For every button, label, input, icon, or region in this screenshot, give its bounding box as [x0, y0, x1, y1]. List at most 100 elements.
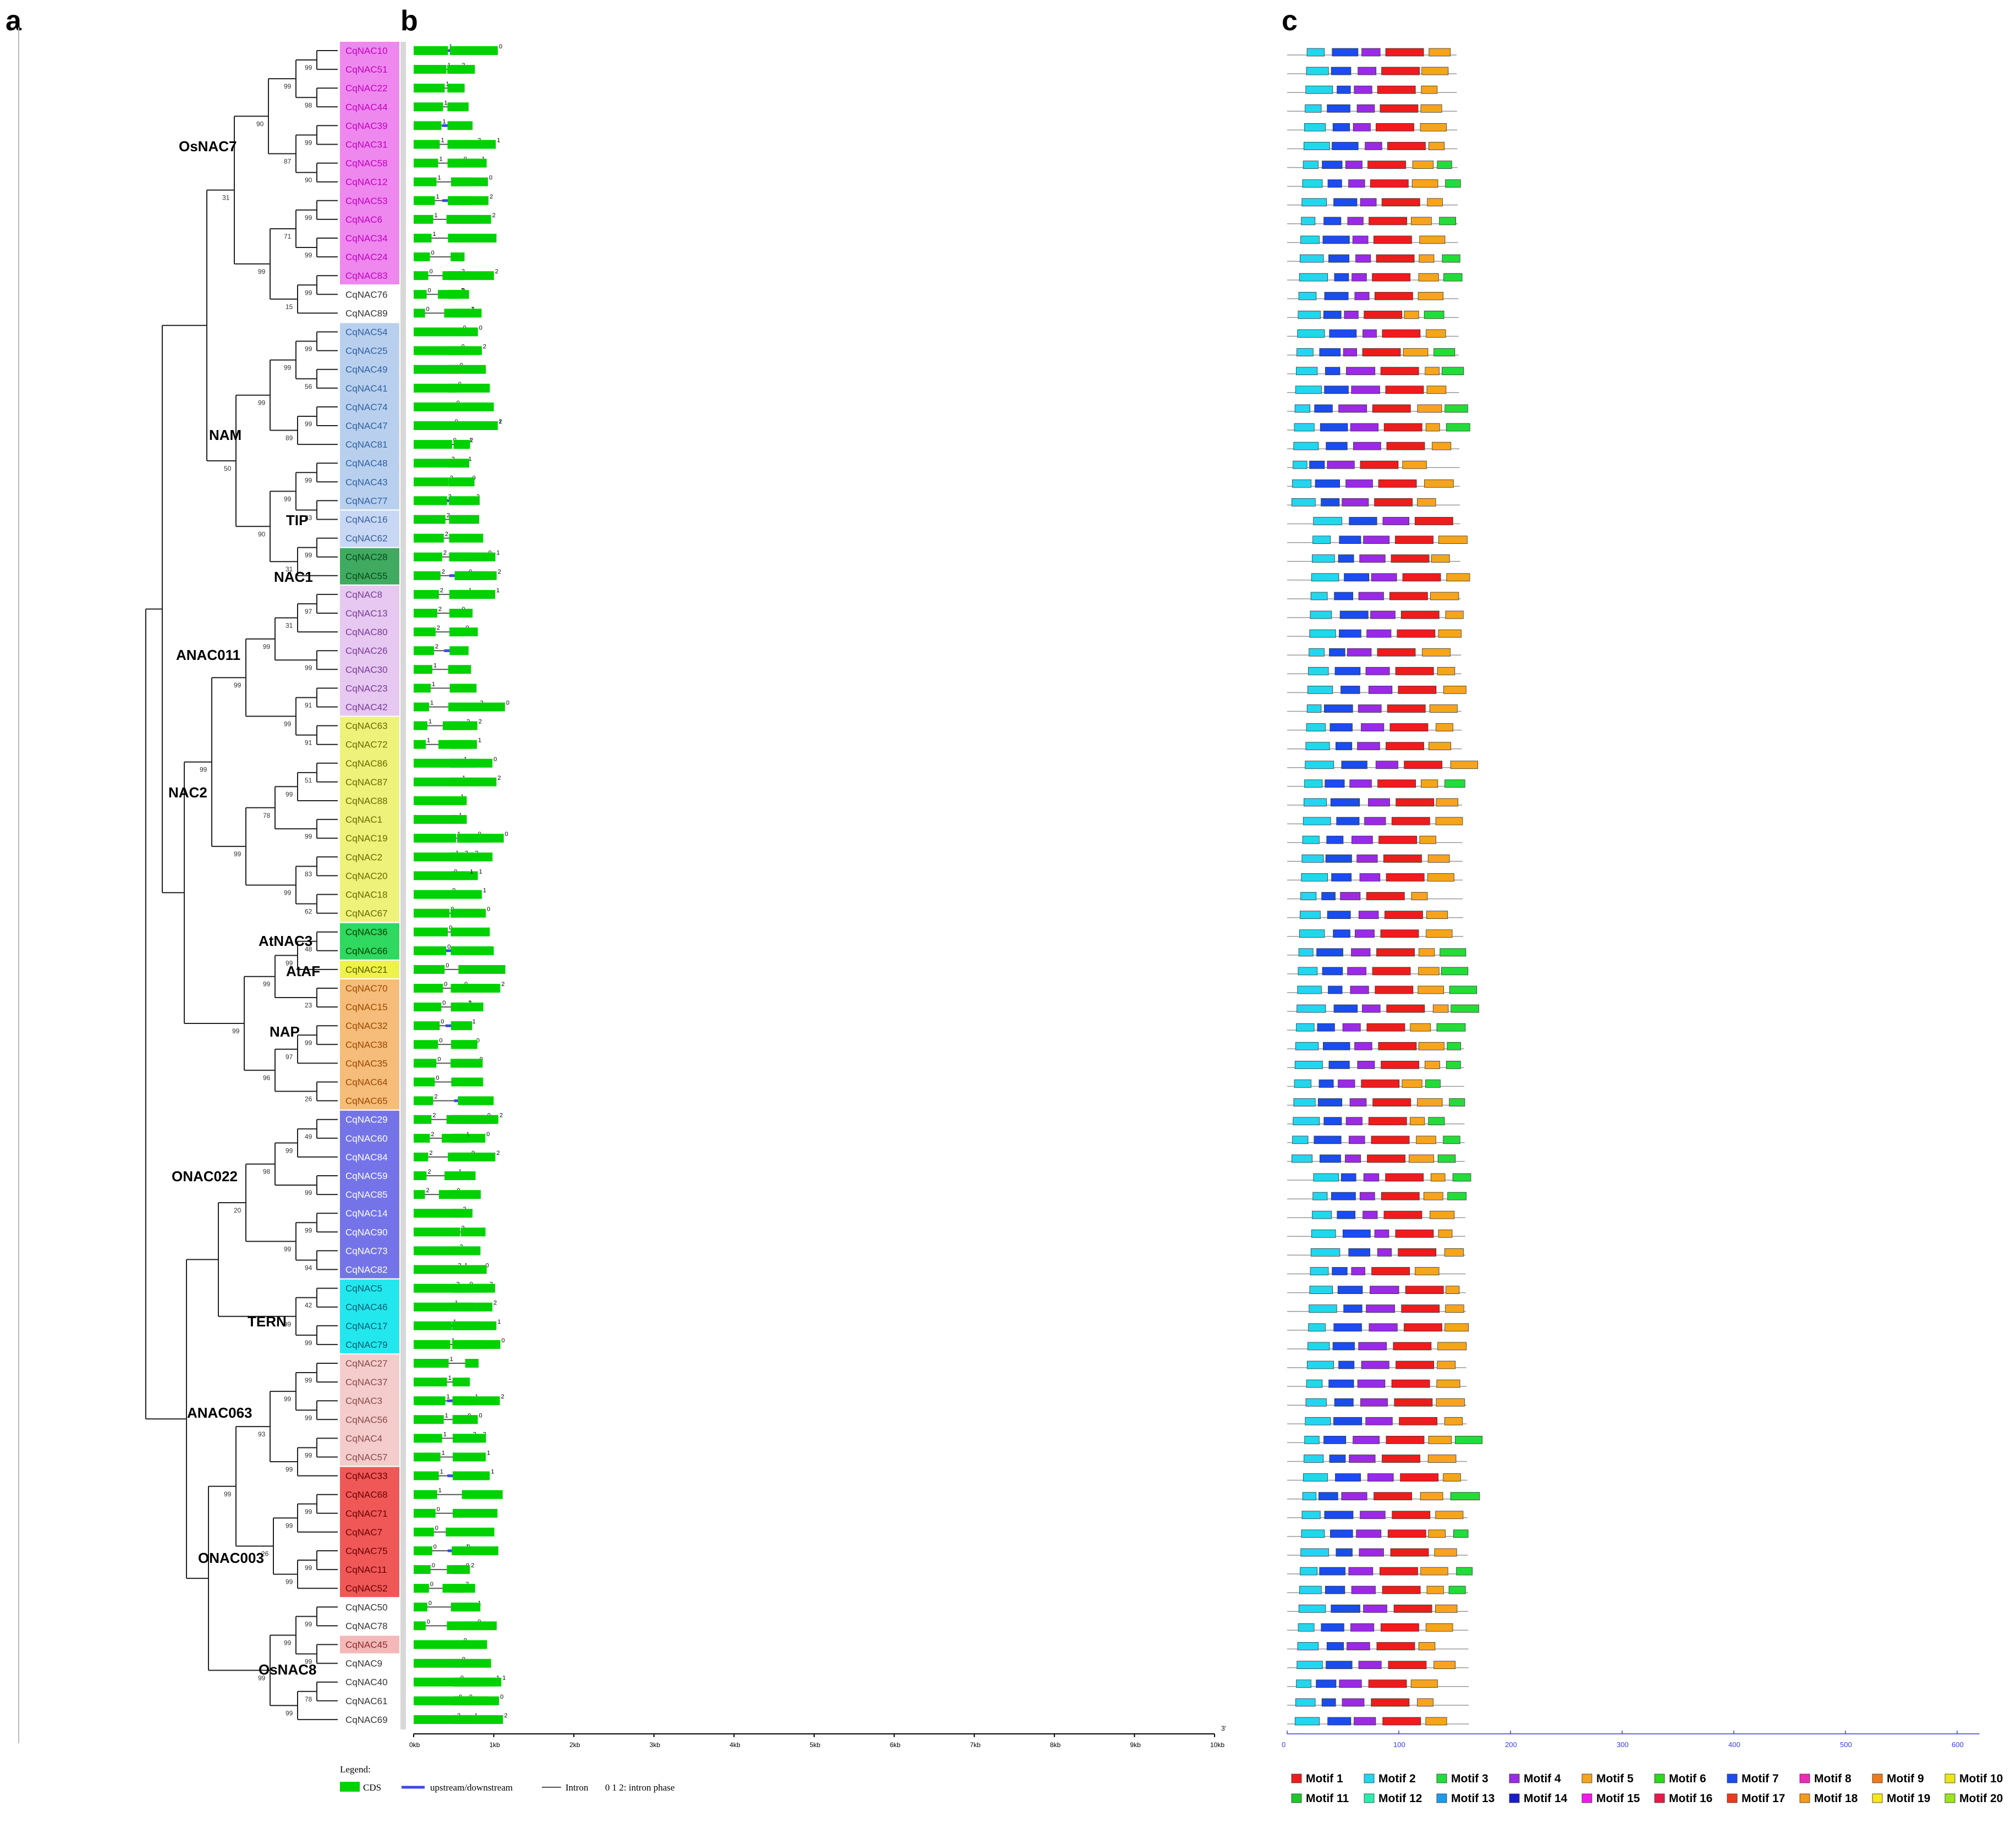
motif-box-5: [1427, 873, 1454, 882]
motif-box-2: [1299, 273, 1328, 282]
cds-exon: [451, 1077, 484, 1087]
motif-box-3: [1443, 1136, 1460, 1144]
motif-box-1: [1404, 761, 1443, 769]
motif-box-2: [1309, 648, 1325, 657]
cds-exon: [414, 1284, 455, 1293]
motif-box-5: [1437, 667, 1455, 675]
motif-box-2: [1300, 235, 1320, 244]
motif-box-3: [1441, 967, 1469, 976]
motif-box-5: [1422, 648, 1451, 657]
gene-label-cqnac65: CqNAC65: [345, 1096, 388, 1106]
motif-box-4: [1352, 235, 1369, 244]
motif-box-4: [1352, 273, 1367, 282]
motif-box-5: [1411, 892, 1428, 900]
motif-box-1: [1364, 311, 1403, 319]
intron-phase: 2: [431, 1131, 434, 1138]
intron-phase: 1: [429, 719, 432, 725]
motif-box-7: [1332, 48, 1359, 57]
motif-box-5: [1418, 985, 1444, 994]
cds-exon: [448, 383, 490, 393]
intron-phase: 2: [437, 625, 440, 631]
motif-box-7: [1331, 1604, 1360, 1613]
gene-label-cqnac48: CqNAC48: [345, 458, 388, 469]
motif-box-3: [1442, 254, 1460, 263]
cds-exon: [414, 721, 428, 730]
cds-exon: [451, 1003, 484, 1012]
gene-axis-end-label: 3': [1221, 1725, 1226, 1732]
motif-box-2: [1303, 817, 1331, 825]
motif-box-7: [1349, 517, 1377, 525]
cds-exon: [414, 927, 448, 937]
motif-box-5: [1428, 1435, 1452, 1444]
intron-phase: 2: [493, 1300, 497, 1307]
motif-box-1: [1380, 104, 1419, 113]
intron-phase: 1: [442, 118, 446, 125]
bootstrap-value: 99: [305, 833, 312, 840]
cds-exon: [447, 121, 473, 130]
bootstrap-value: 99: [305, 64, 312, 71]
clade-label-anac011: ANAC011: [176, 647, 240, 663]
motif-box-2: [1292, 1154, 1312, 1163]
motif-box-1: [1391, 817, 1430, 825]
gene-structure-panel: 1012111121110101212100220200120002000021…: [414, 43, 509, 1724]
motif-box-5: [1420, 123, 1447, 131]
motif-box-3: [1439, 217, 1457, 225]
motif-box-7: [1338, 554, 1354, 563]
motif-box-4: [1356, 854, 1378, 863]
gene-label-cqnac14: CqNAC14: [345, 1208, 388, 1219]
motif-box-7: [1326, 1642, 1344, 1650]
motif-legend-swatch-1: [1291, 1774, 1302, 1783]
clade-band-osnac7: [340, 42, 399, 285]
gene-label-cqnac72: CqNAC72: [345, 740, 388, 750]
cds-exon: [414, 1677, 459, 1687]
motif-box-5: [1444, 1323, 1469, 1332]
cds-exon: [453, 1602, 481, 1612]
motif-box-3: [1446, 423, 1470, 432]
cds-exon: [451, 815, 467, 824]
motif-axis-tick-label: 400: [1728, 1741, 1740, 1749]
bootstrap-value: 93: [258, 1430, 266, 1438]
motif-legend-label-2: Motif 2: [1378, 1772, 1416, 1785]
cds-exon: [414, 1190, 425, 1199]
cds-exon: [451, 1021, 473, 1031]
motif-box-1: [1382, 329, 1421, 338]
motif-box-4: [1365, 667, 1390, 675]
gene-label-cqnac45: CqNAC45: [345, 1640, 388, 1650]
gene-label-cqnac59: CqNAC59: [345, 1171, 388, 1181]
cds-exon: [414, 1715, 456, 1724]
motif-box-1: [1361, 1080, 1400, 1088]
motif-legend-swatch-13: [1436, 1793, 1447, 1803]
cds-exon: [451, 984, 475, 993]
intron-phase: 1: [443, 1431, 447, 1438]
motif-box-2: [1313, 1173, 1339, 1182]
cds-exon: [414, 1396, 446, 1406]
motif-box-1: [1375, 985, 1414, 994]
intron-phase: 2: [501, 1394, 504, 1400]
intron-phase: 1: [435, 212, 438, 219]
motif-axis-tick-label: 200: [1505, 1741, 1517, 1749]
intron-phase: 2: [447, 513, 450, 519]
motif-box-1: [1372, 404, 1411, 413]
intron-phase: 2: [495, 268, 498, 275]
motif-box-1: [1404, 1323, 1442, 1332]
motif-box-1: [1368, 1679, 1407, 1688]
motif-box-2: [1297, 1004, 1326, 1013]
cds-exon: [453, 1133, 468, 1143]
cds-exon: [458, 1096, 494, 1105]
cds-exon: [453, 1471, 482, 1480]
bootstrap-value: 99: [305, 1339, 312, 1347]
intron-phase: 2: [501, 981, 504, 988]
motif-box-2: [1299, 254, 1324, 263]
cds-exon: [414, 1640, 463, 1649]
cds-exon: [414, 890, 452, 899]
motif-box-7: [1317, 1098, 1343, 1106]
cds-exon: [453, 1659, 491, 1668]
motif-legend-label-12: Motif 12: [1378, 1792, 1422, 1805]
motif-box-5: [1426, 329, 1446, 338]
motif-box-2: [1293, 1098, 1316, 1106]
motif-box-5: [1432, 442, 1452, 450]
bootstrap-value: 99: [305, 1658, 312, 1666]
motif-box-2: [1293, 1117, 1320, 1126]
intron-phase: 2: [434, 1094, 437, 1100]
intron-phase: 2: [432, 1112, 436, 1119]
